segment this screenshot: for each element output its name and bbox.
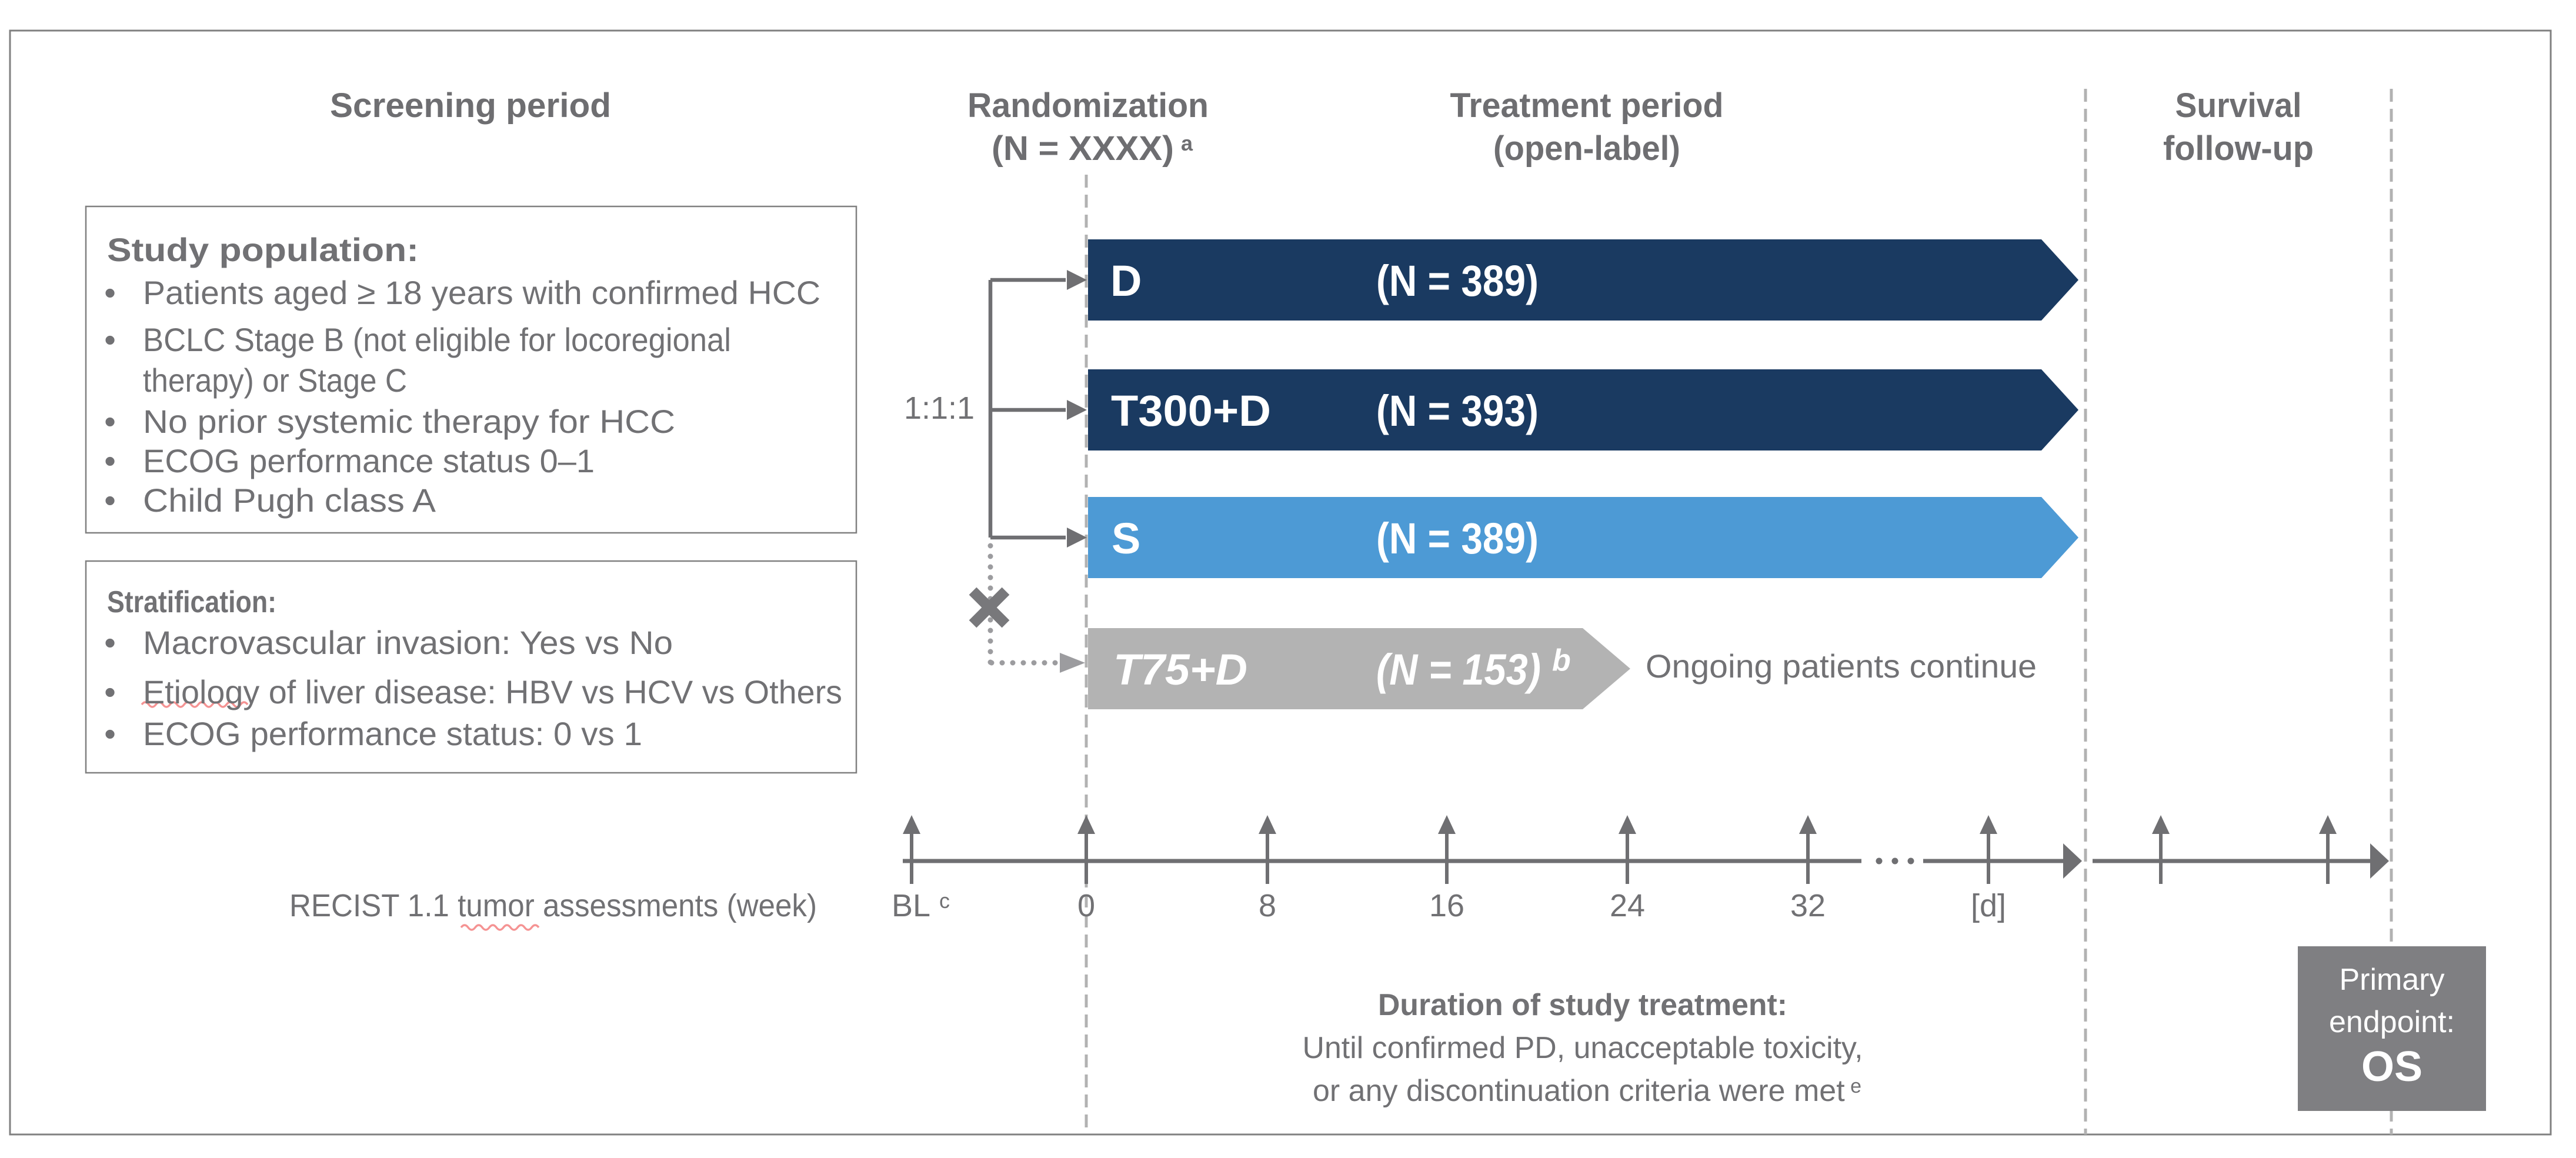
svg-text:Screening period: Screening period <box>330 86 611 125</box>
svg-text:Until confirmed PD, unacceptab: Until confirmed PD, unacceptable toxicit… <box>1303 1031 1863 1065</box>
svg-text:(N = 153): (N = 153) <box>1376 645 1541 694</box>
svg-text:RECIST 1.1 tumor assessments (: RECIST 1.1 tumor assessments (week) <box>289 888 817 923</box>
svg-text:Patients aged ≥ 18 years with: Patients aged ≥ 18 years with confirmed … <box>143 274 820 311</box>
svg-text:(N = 389): (N = 389) <box>1376 256 1539 305</box>
svg-text:T75+D: T75+D <box>1113 645 1247 694</box>
svg-text:[d]: [d] <box>1971 888 2006 923</box>
svg-text:•: • <box>104 673 116 710</box>
svg-text:b: b <box>1552 643 1571 678</box>
svg-text:•: • <box>104 482 116 519</box>
svg-text:c: c <box>939 889 950 913</box>
svg-text:Etiology of liver disease: HBV: Etiology of liver disease: HBV vs HCV vs… <box>143 673 842 710</box>
svg-text:•: • <box>104 321 116 358</box>
svg-text:Survival: Survival <box>2175 86 2302 125</box>
svg-text:8: 8 <box>1259 888 1276 923</box>
svg-text:Stratification:: Stratification: <box>107 585 276 619</box>
svg-text:ECOG performance status 0–1: ECOG performance status 0–1 <box>143 442 595 479</box>
svg-text:Primary: Primary <box>2339 963 2444 997</box>
svg-text:Duration of study treatment:: Duration of study treatment: <box>1378 988 1787 1022</box>
svg-text:Ongoing patients continue: Ongoing patients continue <box>1646 648 2037 685</box>
svg-text:Randomization: Randomization <box>967 86 1209 125</box>
svg-text:or any discontinuation criteri: or any discontinuation criteria were met… <box>1313 1074 1861 1108</box>
svg-text:1:1:1: 1:1:1 <box>904 391 975 426</box>
svg-text:Child Pugh class A: Child Pugh class A <box>143 482 436 519</box>
svg-text:•: • <box>104 624 116 661</box>
svg-text:(N = 393): (N = 393) <box>1376 386 1539 435</box>
svg-text:No prior systemic therapy for: No prior systemic therapy for HCC <box>143 403 675 440</box>
svg-text:24: 24 <box>1610 888 1645 923</box>
svg-text:T300+D: T300+D <box>1111 386 1271 435</box>
svg-text:Treatment period: Treatment period <box>1450 86 1724 125</box>
svg-text:S: S <box>1112 514 1140 563</box>
svg-text:•: • <box>104 274 116 311</box>
svg-text:BL: BL <box>892 888 930 923</box>
svg-text:D: D <box>1110 256 1142 305</box>
svg-text:•: • <box>104 442 116 479</box>
svg-text:0: 0 <box>1077 888 1095 923</box>
svg-text:•: • <box>104 403 116 440</box>
svg-text:follow-up: follow-up <box>2163 129 2314 168</box>
svg-text:•: • <box>104 715 116 752</box>
svg-text:32: 32 <box>1790 888 1826 923</box>
svg-text:(N = XXXX): (N = XXXX) <box>992 129 1174 168</box>
svg-text:(N = 389): (N = 389) <box>1376 514 1539 563</box>
svg-text:BCLC Stage B (not eligible for: BCLC Stage B (not eligible for locoregio… <box>143 321 731 358</box>
svg-text:endpoint:: endpoint: <box>2329 1005 2455 1039</box>
svg-text:ECOG performance status: 0 vs: ECOG performance status: 0 vs 1 <box>143 715 642 752</box>
svg-text:Study population:: Study population: <box>107 231 419 268</box>
svg-text:16: 16 <box>1429 888 1464 923</box>
svg-text:OS: OS <box>2361 1043 2422 1090</box>
svg-text:Macrovascular invasion: Yes vs: Macrovascular invasion: Yes vs No <box>143 624 673 661</box>
svg-text:(open-label): (open-label) <box>1493 129 1680 168</box>
svg-text:therapy) or Stage C: therapy) or Stage C <box>143 362 407 399</box>
svg-text:a: a <box>1181 131 1193 155</box>
